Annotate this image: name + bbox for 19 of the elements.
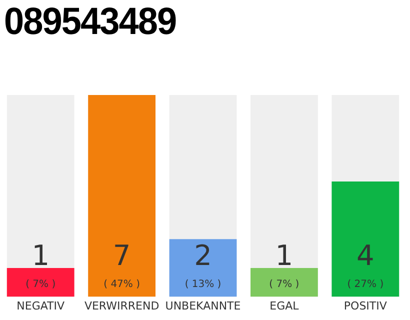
x-tick-label: EGAL: [270, 299, 300, 312]
data-label: 1: [275, 238, 294, 272]
data-label: 2: [194, 238, 212, 272]
annotation: ( 27% ): [347, 278, 384, 290]
data-label: 1: [32, 238, 50, 272]
x-tick-label: NEGATIV: [16, 299, 65, 312]
data-label: 7: [112, 238, 131, 272]
annotation: ( 47% ): [104, 278, 140, 290]
annotation: ( 13% ): [184, 278, 222, 290]
bar: [250, 268, 318, 297]
data-label: 4: [356, 238, 374, 272]
annotation: ( 7% ): [26, 278, 56, 290]
annotation: ( 7% ): [269, 278, 300, 290]
bar: [6, 268, 74, 297]
chart-title: 089543489: [4, 0, 176, 44]
x-tick-label: POSITIV: [344, 299, 388, 312]
x-tick-label: VERWIRREND: [84, 299, 160, 312]
x-tick-label: UNBEKANNTE: [165, 299, 241, 312]
bar: [169, 239, 237, 297]
